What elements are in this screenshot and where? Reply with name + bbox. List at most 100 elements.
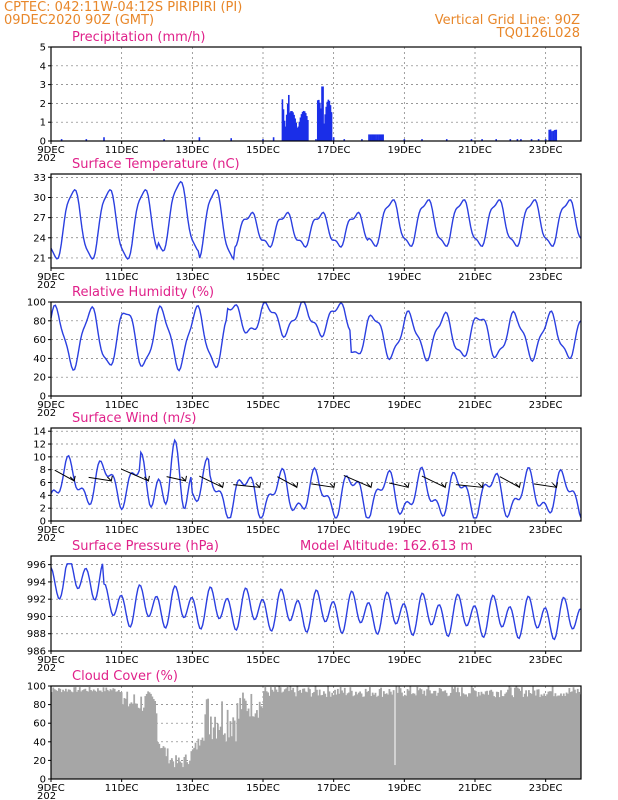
cloud-column — [403, 694, 406, 779]
cloud-column — [246, 711, 249, 779]
cloud-column — [131, 703, 134, 779]
cloud-column — [62, 689, 64, 779]
cloud-column — [99, 690, 102, 779]
cloud-column — [264, 687, 267, 779]
cloud-column — [449, 692, 452, 779]
cloud-column — [239, 697, 242, 779]
precip-bar — [230, 138, 232, 141]
rh-ytick-label: 20 — [33, 373, 46, 384]
cloud-column — [179, 761, 182, 779]
cloud-column — [127, 706, 130, 779]
cloud-ytick-label: 60 — [33, 719, 46, 730]
cloud-column — [212, 727, 215, 779]
precip-xtick-label: 11DEC — [105, 145, 139, 156]
cloud-column — [57, 688, 60, 779]
cloud-column — [155, 713, 158, 779]
cloud-column — [384, 694, 387, 779]
cloud-column — [73, 687, 76, 779]
temp-title: Surface Temperature (nC) — [72, 157, 240, 172]
cloud-column — [327, 686, 329, 779]
rh-xtick-label: 17DEC — [317, 400, 351, 411]
cloud-column — [488, 690, 491, 779]
pres-xtick-label: 19DEC — [387, 655, 421, 666]
wind-xtick-label: 17DEC — [317, 525, 351, 536]
cloud-column — [279, 687, 282, 779]
cloud-column — [398, 686, 401, 779]
cloud-column — [329, 696, 332, 779]
cloud-column — [502, 696, 505, 779]
cloud-column — [461, 687, 463, 779]
precip-bar — [299, 117, 302, 141]
wind-frame — [50, 427, 582, 522]
cloud-column — [477, 691, 480, 779]
cloud-column — [575, 693, 578, 779]
precip-bar — [289, 112, 291, 141]
cloud-column — [116, 691, 119, 779]
wind-arrowhead — [255, 482, 262, 489]
cloud-column — [152, 699, 155, 779]
precip-bar — [509, 139, 512, 141]
cloud-column — [229, 721, 232, 779]
station-header: CPTEC: 042:11W-04:12S PIRIPIRI (PI) — [4, 0, 243, 15]
cloud-column — [562, 693, 565, 779]
cloud-column — [324, 693, 327, 779]
cloud-column — [395, 686, 398, 779]
cloud-column — [218, 730, 221, 779]
cloud-column — [226, 709, 229, 779]
cloud-column — [367, 690, 370, 779]
cloud-column — [216, 723, 219, 779]
cloud-column — [250, 693, 253, 779]
cloud-column — [546, 694, 548, 779]
cloud-column — [476, 696, 479, 779]
precip-bar — [307, 119, 309, 141]
cloud-column — [144, 696, 147, 779]
cloud-column — [180, 762, 183, 779]
cloud-column — [408, 690, 410, 779]
cloud-column — [567, 693, 569, 779]
precip-bar — [551, 131, 553, 141]
precip-bar — [321, 86, 323, 141]
precip-bar — [322, 86, 324, 141]
temp-xtick-label: 11DEC — [105, 272, 139, 283]
cloud-column — [433, 690, 435, 779]
cloud-column — [205, 699, 208, 779]
cloud-column — [551, 686, 554, 779]
cloud-column — [87, 691, 90, 779]
cloud-column — [343, 687, 346, 779]
pres-xtick-label: 9DEC — [37, 655, 64, 666]
cloud-column — [430, 693, 433, 779]
cloud-column — [295, 696, 297, 779]
wind-arrowhead — [329, 482, 336, 489]
cloud-column — [70, 691, 73, 779]
wind-ytick-label: 2 — [40, 504, 46, 515]
precip-bar — [303, 111, 306, 141]
cloud-column — [554, 693, 557, 779]
cloud-column — [83, 689, 85, 779]
cloud-column — [122, 704, 124, 779]
precip-bar — [371, 134, 373, 141]
cloud-column — [412, 693, 415, 779]
cloud-column — [322, 691, 325, 779]
cloud-column — [269, 687, 272, 779]
precip-bar — [361, 139, 363, 141]
cloud-column — [483, 694, 486, 779]
pres-ytick-label: 996 — [27, 560, 46, 571]
wind-arrowhead — [552, 482, 558, 489]
cloud-column — [74, 687, 77, 779]
cloud-column — [540, 694, 543, 779]
cloud-column — [249, 716, 251, 779]
cloud-panel: Cloud Cover (%) 0 20 40 60 80 100 9DEC 11DEC 13DE… — [27, 669, 582, 800]
pres-line — [50, 563, 582, 641]
precip-bar — [326, 101, 329, 141]
cloud-column — [59, 688, 62, 779]
cloud-column — [401, 692, 403, 779]
cloud-column — [529, 693, 532, 779]
cloud-column — [214, 716, 216, 779]
cloud-column — [304, 691, 307, 779]
cloud-column — [316, 689, 318, 779]
cloud-column — [189, 760, 191, 779]
cloud-column — [154, 701, 157, 779]
cloud-column — [440, 688, 442, 779]
cloud-column — [497, 692, 500, 779]
cloud-column — [172, 761, 175, 779]
